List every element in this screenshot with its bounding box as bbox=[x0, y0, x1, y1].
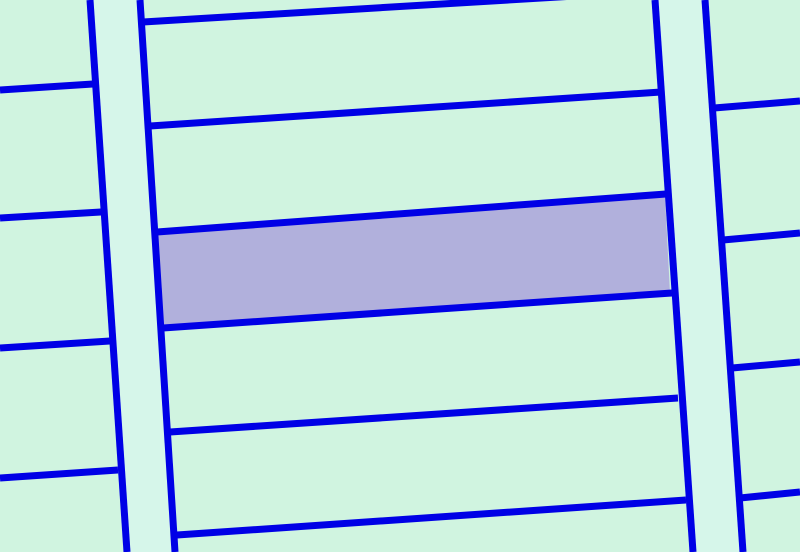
parcel-boundary bbox=[169, 394, 679, 436]
road-edge bbox=[136, 0, 179, 552]
parcel-boundary bbox=[713, 97, 800, 112]
parcel-boundary bbox=[731, 358, 800, 372]
road-edge bbox=[701, 0, 747, 552]
road bbox=[655, 0, 743, 552]
parcel-boundary bbox=[722, 229, 800, 244]
parcel-boundary bbox=[739, 488, 800, 502]
parcel-boundary bbox=[149, 88, 662, 130]
road-edge bbox=[86, 0, 131, 552]
parcel-boundary bbox=[162, 289, 673, 332]
parcel-boundary bbox=[156, 190, 667, 236]
parcel-boundary bbox=[176, 496, 687, 539]
parcel-boundary bbox=[0, 208, 102, 222]
parcel-boundary bbox=[142, 0, 567, 26]
parcel-boundary bbox=[0, 466, 119, 482]
selected-parcel[interactable] bbox=[157, 196, 670, 328]
parcel-boundary bbox=[0, 80, 94, 94]
road bbox=[90, 0, 175, 552]
road-edge bbox=[651, 0, 697, 552]
parcel-boundary bbox=[0, 337, 111, 352]
